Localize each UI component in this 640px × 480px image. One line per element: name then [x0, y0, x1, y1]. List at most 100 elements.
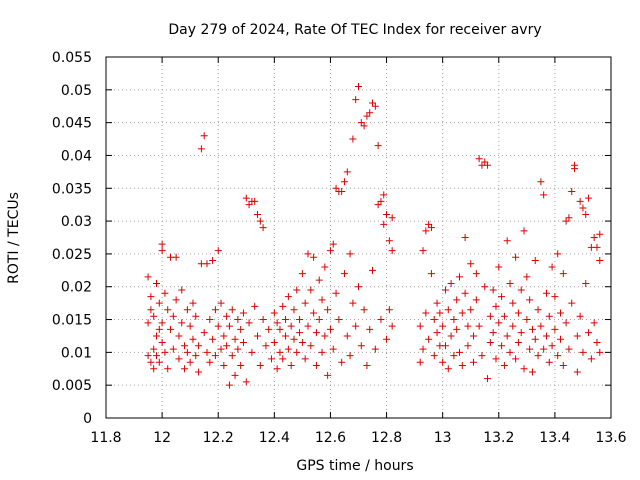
data-point	[576, 312, 584, 320]
data-point	[195, 342, 203, 350]
data-point	[223, 312, 231, 320]
data-point	[498, 342, 506, 350]
data-point	[349, 135, 357, 143]
data-point	[239, 309, 247, 317]
data-point	[332, 289, 340, 297]
data-point	[242, 378, 250, 386]
data-point	[484, 161, 492, 169]
data-point	[542, 289, 550, 297]
data-point	[371, 102, 379, 110]
data-point	[537, 178, 545, 186]
data-point	[273, 319, 281, 327]
data-point	[338, 188, 346, 196]
data-point	[464, 342, 472, 350]
data-point	[475, 322, 483, 330]
data-point	[486, 339, 494, 347]
data-point	[557, 309, 564, 317]
data-point	[472, 270, 480, 278]
data-point	[228, 352, 236, 360]
data-point	[433, 299, 441, 307]
data-point	[456, 273, 463, 281]
data-point	[287, 361, 295, 369]
data-point	[416, 322, 424, 330]
y-tick-label: 0.01	[61, 345, 92, 361]
data-point	[422, 227, 430, 235]
data-point	[192, 312, 200, 320]
data-point	[453, 325, 461, 333]
data-point	[169, 345, 177, 353]
data-point	[231, 371, 239, 379]
data-point	[503, 237, 511, 245]
data-point	[590, 319, 598, 327]
data-point	[523, 273, 531, 281]
data-point	[340, 270, 348, 278]
data-point	[385, 306, 393, 314]
data-point	[430, 316, 438, 324]
data-point	[169, 312, 177, 320]
data-point	[161, 289, 169, 297]
x-axis-label: GPS time / hours	[296, 458, 413, 474]
data-point	[531, 256, 539, 264]
data-point	[178, 319, 186, 327]
data-point	[321, 332, 329, 340]
data-point	[548, 342, 556, 350]
data-point	[298, 270, 306, 278]
data-point	[467, 306, 475, 314]
data-point	[312, 361, 320, 369]
data-point	[175, 332, 183, 340]
data-point	[144, 273, 152, 281]
data-point	[380, 191, 388, 199]
data-point	[486, 312, 494, 320]
data-point	[458, 309, 466, 317]
data-point	[579, 204, 587, 212]
data-point	[270, 309, 278, 317]
data-point	[517, 286, 525, 294]
data-point	[225, 322, 233, 330]
data-point	[307, 286, 315, 294]
data-point	[579, 348, 587, 356]
data-point	[559, 270, 567, 278]
x-tick-label: 12.4	[259, 430, 290, 446]
data-point	[284, 293, 292, 301]
data-point	[203, 348, 211, 356]
data-point	[360, 306, 368, 314]
data-point	[388, 322, 396, 330]
data-point	[360, 122, 368, 130]
data-point	[506, 279, 514, 287]
data-point	[256, 361, 264, 369]
data-point	[183, 306, 191, 314]
data-point	[565, 214, 573, 222]
y-tick-label: 0.04	[61, 148, 92, 164]
data-point	[318, 348, 326, 356]
data-point	[220, 361, 228, 369]
data-point	[214, 247, 222, 255]
data-point	[276, 348, 284, 356]
data-point	[147, 306, 155, 314]
data-point	[153, 332, 160, 340]
data-point	[456, 348, 463, 356]
y-axis-ticks: 0 0.005 0.01 0.015 0.02 0.025 0.03 0.035 0.04 0.0…	[52, 50, 611, 427]
x-tick-label: 12.8	[371, 430, 402, 446]
data-point	[388, 247, 396, 255]
data-point	[200, 329, 208, 337]
data-point	[526, 345, 534, 353]
data-point	[310, 253, 318, 261]
data-point	[461, 289, 469, 297]
data-point	[576, 197, 584, 205]
data-point	[571, 161, 579, 169]
y-tick-label: 0	[83, 411, 92, 427]
data-point	[593, 243, 601, 251]
x-tick-label: 13.6	[595, 430, 626, 446]
data-point	[144, 319, 152, 327]
data-point	[304, 322, 312, 330]
data-point	[217, 299, 225, 307]
data-point	[206, 316, 214, 324]
data-point	[273, 365, 281, 373]
data-point	[307, 342, 315, 350]
data-point	[419, 345, 427, 353]
data-point	[256, 217, 264, 225]
data-point	[495, 263, 503, 271]
data-point	[447, 279, 455, 287]
x-tick-label: 12	[153, 430, 171, 446]
data-point	[346, 352, 354, 360]
